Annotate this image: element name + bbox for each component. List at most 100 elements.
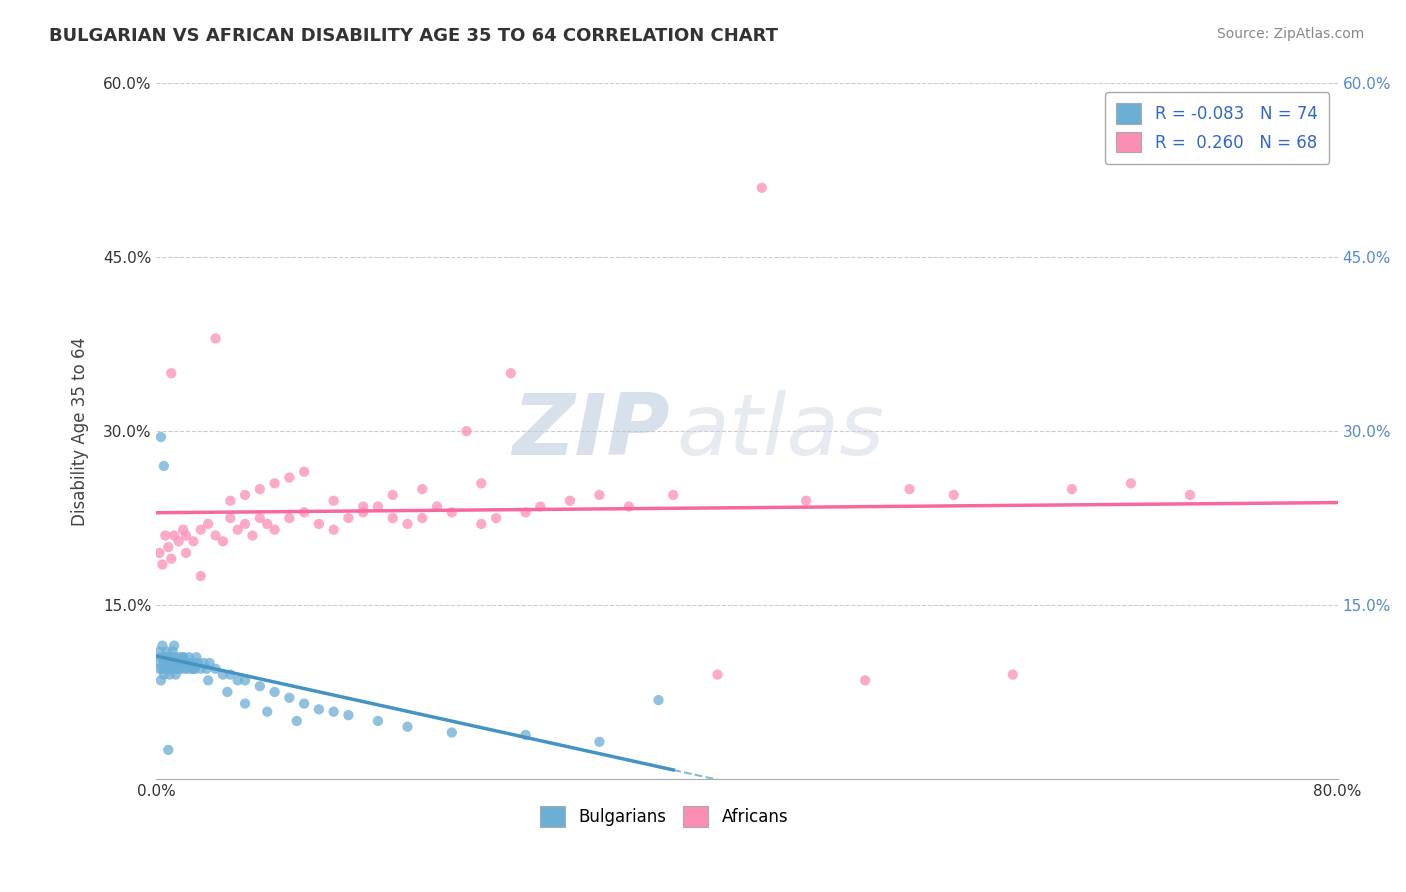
Point [219,493,242,508]
Point [249,482,271,496]
Point [396,516,419,531]
Point [242,528,264,542]
Point [263,523,285,537]
Point [148,546,170,560]
Point [322,493,344,508]
Point [190,523,212,537]
Point [263,685,285,699]
Point [172,650,194,665]
Point [181,662,204,676]
Point [411,511,433,525]
Point [157,662,180,676]
Point [381,511,404,525]
Point [285,714,308,728]
Point [160,551,183,566]
Point [177,650,200,665]
Point [249,511,271,525]
Point [233,488,256,502]
Point [308,516,330,531]
Point [163,650,186,665]
Text: ZIP: ZIP [513,390,671,473]
Point [162,644,184,658]
Point [352,500,374,514]
Point [166,662,188,676]
Point [292,697,315,711]
Point [942,488,965,502]
Point [174,528,197,542]
Point [163,662,186,676]
Point [308,702,330,716]
Point [174,546,197,560]
Point [706,667,728,681]
Point [204,331,226,345]
Point [146,656,169,670]
Point [197,673,219,688]
Point [173,662,195,676]
Point [149,650,172,665]
Point [187,656,209,670]
Point [190,569,212,583]
Text: Source: ZipAtlas.com: Source: ZipAtlas.com [1216,27,1364,41]
Point [160,366,183,380]
Point [155,528,177,542]
Point [1119,476,1142,491]
Point [197,516,219,531]
Point [1178,488,1201,502]
Point [278,690,301,705]
Point [167,534,190,549]
Point [440,505,463,519]
Point [212,667,235,681]
Point [155,650,177,665]
Point [751,180,773,194]
Point [853,673,876,688]
Point [198,656,221,670]
Point [183,656,205,670]
Point [186,650,208,665]
Point [529,500,551,514]
Point [153,458,176,473]
Point [165,656,187,670]
Point [256,516,278,531]
Point [167,656,190,670]
Point [193,656,215,670]
Point [292,505,315,519]
Text: BULGARIAN VS AFRICAN DISABILITY AGE 35 TO 64 CORRELATION CHART: BULGARIAN VS AFRICAN DISABILITY AGE 35 T… [49,27,778,45]
Point [160,662,183,676]
Point [169,662,191,676]
Point [172,523,194,537]
Point [184,662,207,676]
Point [515,505,537,519]
Point [226,523,249,537]
Point [794,493,817,508]
Point [149,673,172,688]
Point [160,650,183,665]
Point [163,528,186,542]
Point [256,705,278,719]
Point [485,511,508,525]
Point [179,656,201,670]
Point [226,673,249,688]
Point [152,558,174,572]
Point [176,662,198,676]
Point [499,366,522,380]
Point [219,667,242,681]
Point [278,511,301,525]
Point [662,488,685,502]
Point [159,667,181,681]
Point [322,705,344,719]
Point [233,697,256,711]
Point [212,534,235,549]
Point [157,540,180,554]
Point [337,511,360,525]
Point [1060,482,1083,496]
Point [470,476,492,491]
Point [174,656,197,670]
Point [381,488,404,502]
Point [322,523,344,537]
Point [195,662,218,676]
Point [647,693,669,707]
Point [898,482,921,496]
Point [588,735,610,749]
Point [470,516,492,531]
Point [588,488,610,502]
